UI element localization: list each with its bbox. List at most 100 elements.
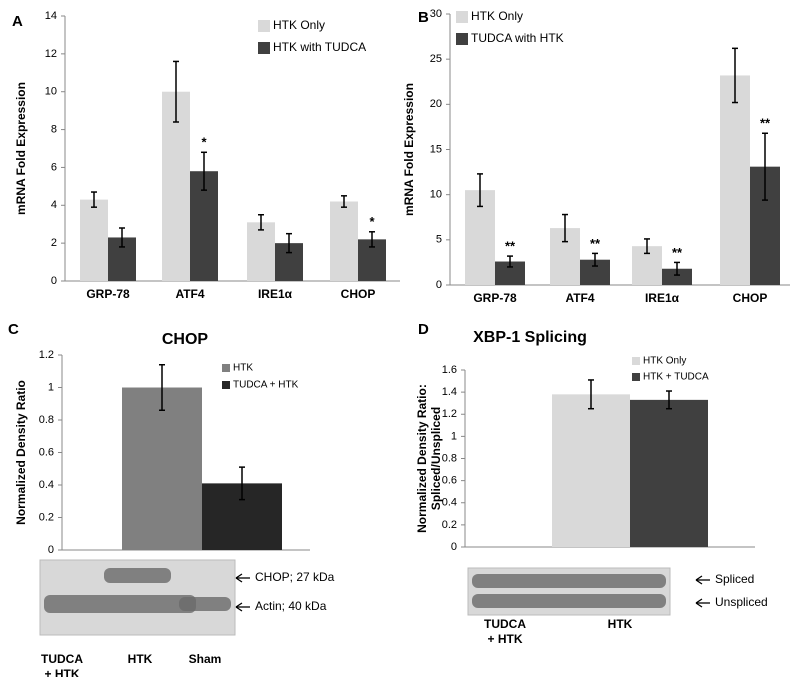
lane-label: HTK: [608, 617, 633, 631]
band-label: Actin; 40 kDa: [255, 599, 327, 613]
error-bar: [201, 151, 207, 191]
significance-label: **: [672, 245, 683, 260]
legend-swatch: [258, 20, 270, 32]
legend-label: HTK with TUDCA: [273, 40, 366, 54]
y-tick-label: 1.6: [442, 364, 457, 376]
error-bar: [91, 191, 97, 208]
y-axis-label: Spliced/Unspliced: [429, 407, 443, 510]
y-tick-label: 1.4: [442, 386, 457, 398]
y-tick-label: 10: [430, 189, 442, 201]
error-bar: [119, 227, 125, 248]
panel-label: D: [418, 321, 429, 338]
y-tick-label: 14: [45, 10, 57, 22]
x-tick-label: GRP-78: [86, 287, 130, 301]
y-tick-label: 1: [48, 381, 54, 393]
bar: [247, 222, 275, 281]
significance-label: **: [505, 239, 516, 254]
y-tick-label: 1.2: [442, 408, 457, 420]
legend-swatch: [222, 364, 230, 372]
bar: [330, 201, 358, 281]
legend-label: HTK + TUDCA: [643, 372, 709, 383]
y-tick-label: 0.2: [39, 511, 54, 523]
significance-label: *: [201, 135, 207, 150]
y-tick-label: 0: [51, 275, 57, 287]
y-tick-label: 0: [451, 541, 457, 553]
legend-swatch: [632, 357, 640, 365]
y-tick-label: 10: [45, 86, 57, 98]
error-bar: [592, 252, 598, 267]
x-tick-label: ATF4: [565, 291, 594, 305]
y-tick-label: 8: [51, 123, 57, 135]
error-bar: [507, 255, 513, 268]
error-bar: [588, 379, 594, 410]
legend-label: HTK: [233, 363, 253, 374]
significance-label: **: [760, 116, 771, 131]
blot-band: [472, 594, 666, 608]
lane-label: + HTK: [44, 667, 79, 677]
y-tick-label: 6: [51, 161, 57, 173]
x-tick-label: ATF4: [175, 287, 204, 301]
y-tick-label: 0.4: [442, 497, 457, 509]
y-tick-label: 30: [430, 8, 442, 20]
bar: [80, 199, 108, 281]
chart-title: XBP-1 Splicing: [473, 329, 587, 346]
bar: [630, 399, 708, 547]
bar: [122, 387, 202, 550]
chart-panel: C CHOP Normalized Density Ratio 0 0.2 0.4 0.6 0…: [8, 321, 335, 677]
band-label: CHOP; 27 kDa: [255, 570, 335, 584]
y-tick-label: 0.2: [442, 519, 457, 531]
error-bar: [341, 195, 347, 208]
blot-band: [179, 597, 231, 611]
y-tick-label: 20: [430, 98, 442, 110]
band-label: Spliced: [715, 572, 754, 586]
legend-swatch: [258, 42, 270, 54]
bar: [720, 75, 750, 285]
legend-label: HTK Only: [471, 9, 523, 23]
y-tick-label: 4: [51, 199, 57, 211]
y-tick-label: 15: [430, 143, 442, 155]
bar: [662, 268, 692, 285]
bar: [495, 261, 525, 285]
legend-swatch: [456, 33, 468, 45]
significance-label: **: [590, 236, 601, 251]
arrow-head: [695, 575, 703, 585]
error-bar: [286, 232, 292, 254]
arrow-head: [695, 598, 703, 608]
y-tick-label: 5: [436, 234, 442, 246]
significance-label: *: [369, 214, 375, 229]
y-axis-label: mRNA Fold Expression: [14, 82, 28, 215]
x-tick-label: GRP-78: [473, 291, 517, 305]
y-tick-label: 0.6: [442, 475, 457, 487]
arrow-head: [235, 602, 243, 612]
legend-swatch: [222, 381, 230, 389]
arrow-head: [235, 573, 243, 583]
y-tick-label: 1: [451, 430, 457, 442]
y-tick-label: 0: [436, 279, 442, 291]
chart-title: CHOP: [162, 331, 209, 348]
error-bar: [258, 214, 264, 231]
x-tick-label: CHOP: [341, 287, 376, 301]
legend-label: HTK Only: [643, 356, 686, 367]
y-axis-label: Normalized Density Ratio:: [415, 384, 429, 533]
error-bar: [666, 390, 672, 410]
legend-label: TUDCA with HTK: [471, 31, 564, 45]
legend-label: HTK Only: [273, 18, 325, 32]
blot-band: [104, 568, 171, 583]
y-tick-label: 0.6: [39, 446, 54, 458]
y-tick-label: 0.8: [442, 452, 457, 464]
y-tick-label: 0.8: [39, 414, 54, 426]
panel-label: C: [8, 321, 19, 338]
lane-label: HTK: [128, 652, 153, 666]
error-bar: [173, 60, 179, 123]
error-bar: [159, 364, 165, 411]
legend-swatch: [456, 11, 468, 23]
y-tick-label: 2: [51, 237, 57, 249]
legend-label: TUDCA + HTK: [233, 380, 299, 391]
blot-band: [44, 595, 196, 613]
chart-panel: D XBP-1 Splicing Normalized Density Ratio:…: [415, 321, 768, 646]
error-bar: [562, 213, 568, 243]
y-axis-label: mRNA Fold Expression: [402, 83, 416, 216]
